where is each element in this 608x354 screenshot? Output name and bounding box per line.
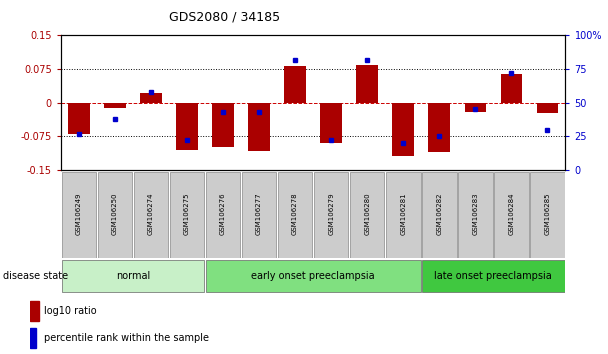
Text: GSM106282: GSM106282: [437, 193, 442, 235]
Text: normal: normal: [116, 271, 150, 281]
Text: early onset preeclampsia: early onset preeclampsia: [251, 271, 375, 281]
Text: GSM106280: GSM106280: [364, 193, 370, 235]
Bar: [212, 103, 234, 148]
Bar: [530, 172, 565, 257]
Text: GSM106285: GSM106285: [544, 193, 550, 235]
Bar: [242, 172, 277, 257]
Text: GSM106250: GSM106250: [112, 193, 118, 235]
Bar: [494, 172, 529, 257]
Text: GSM106277: GSM106277: [256, 193, 262, 235]
Bar: [248, 103, 270, 151]
Bar: [422, 260, 565, 292]
Bar: [30, 328, 36, 348]
Text: GSM106279: GSM106279: [328, 193, 334, 235]
Bar: [206, 172, 240, 257]
Text: percentile rank within the sample: percentile rank within the sample: [44, 333, 209, 343]
Bar: [537, 103, 558, 113]
Bar: [104, 103, 126, 108]
Text: GSM106278: GSM106278: [292, 193, 298, 235]
Bar: [386, 172, 421, 257]
Bar: [314, 172, 348, 257]
Bar: [140, 93, 162, 103]
Text: GSM106249: GSM106249: [76, 193, 82, 235]
Bar: [500, 74, 522, 103]
Text: GSM106276: GSM106276: [220, 193, 226, 235]
Text: late onset preeclampsia: late onset preeclampsia: [435, 271, 552, 281]
Bar: [458, 172, 492, 257]
Text: GDS2080 / 34185: GDS2080 / 34185: [170, 11, 280, 24]
Bar: [68, 103, 89, 134]
Bar: [429, 103, 450, 152]
Text: GSM106283: GSM106283: [472, 193, 478, 235]
Text: GSM106281: GSM106281: [400, 193, 406, 235]
Bar: [61, 260, 204, 292]
Bar: [176, 103, 198, 150]
Bar: [356, 64, 378, 103]
Bar: [134, 172, 168, 257]
Bar: [30, 301, 39, 321]
Bar: [97, 172, 132, 257]
Bar: [278, 172, 313, 257]
Bar: [61, 172, 96, 257]
Text: GSM106275: GSM106275: [184, 193, 190, 235]
Text: disease state: disease state: [3, 271, 68, 281]
Text: log10 ratio: log10 ratio: [44, 306, 97, 316]
Bar: [465, 103, 486, 112]
Bar: [350, 172, 384, 257]
Bar: [170, 172, 204, 257]
Bar: [285, 66, 306, 103]
Bar: [392, 103, 414, 155]
Bar: [422, 172, 457, 257]
Bar: [320, 103, 342, 143]
Bar: [206, 260, 421, 292]
Text: GSM106284: GSM106284: [508, 193, 514, 235]
Text: GSM106274: GSM106274: [148, 193, 154, 235]
